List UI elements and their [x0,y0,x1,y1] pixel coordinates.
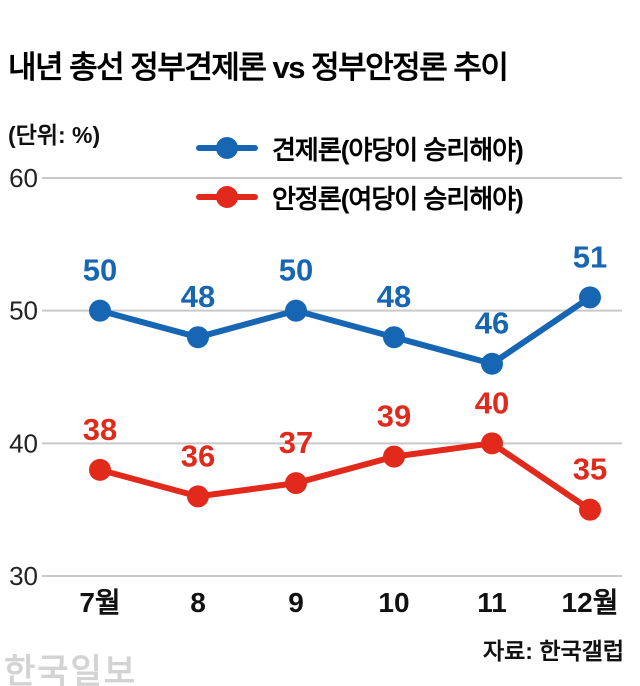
svg-text:12월: 12월 [562,587,619,618]
chart-title: 내년 총선 정부견제론 vs 정부안정론 추이 [8,50,509,85]
svg-text:37: 37 [279,425,313,460]
legend-item-check-theory: 견제론(야당이 승리해야) [196,126,524,170]
legend-item-stability-theory: 안정론(여당이 승리해야) [196,175,524,219]
svg-text:50: 50 [9,296,38,326]
source-label: 자료: 한국갤럽 [482,638,624,664]
svg-text:10: 10 [378,587,409,618]
svg-text:30: 30 [9,561,38,591]
svg-text:48: 48 [377,279,411,314]
svg-text:51: 51 [573,239,607,274]
svg-text:11: 11 [477,587,507,618]
legend-line-dot-red-icon [196,186,258,208]
unit-label: (단위: %) [8,122,101,148]
legend-label-check-theory: 견제론(야당이 승리해야) [272,134,524,165]
svg-text:36: 36 [181,438,215,473]
watermark-logo: 한국일보 [4,653,138,686]
svg-text:40: 40 [9,428,38,458]
svg-text:9: 9 [288,587,304,618]
svg-text:50: 50 [83,253,117,288]
svg-text:40: 40 [475,385,509,420]
svg-text:39: 39 [377,399,411,434]
svg-text:60: 60 [9,163,38,193]
svg-text:8: 8 [190,587,206,618]
svg-text:50: 50 [279,253,313,288]
svg-text:46: 46 [475,306,509,341]
legend-label-stability-theory: 안정론(여당이 승리해야) [272,183,524,214]
svg-text:48: 48 [181,279,215,314]
legend-line-dot-blue-icon [196,137,258,159]
svg-text:35: 35 [573,452,607,487]
svg-text:7월: 7월 [79,587,120,618]
svg-text:38: 38 [83,412,117,447]
chart-legend: 견제론(야당이 승리해야) 안정론(여당이 승리해야) [196,126,524,224]
